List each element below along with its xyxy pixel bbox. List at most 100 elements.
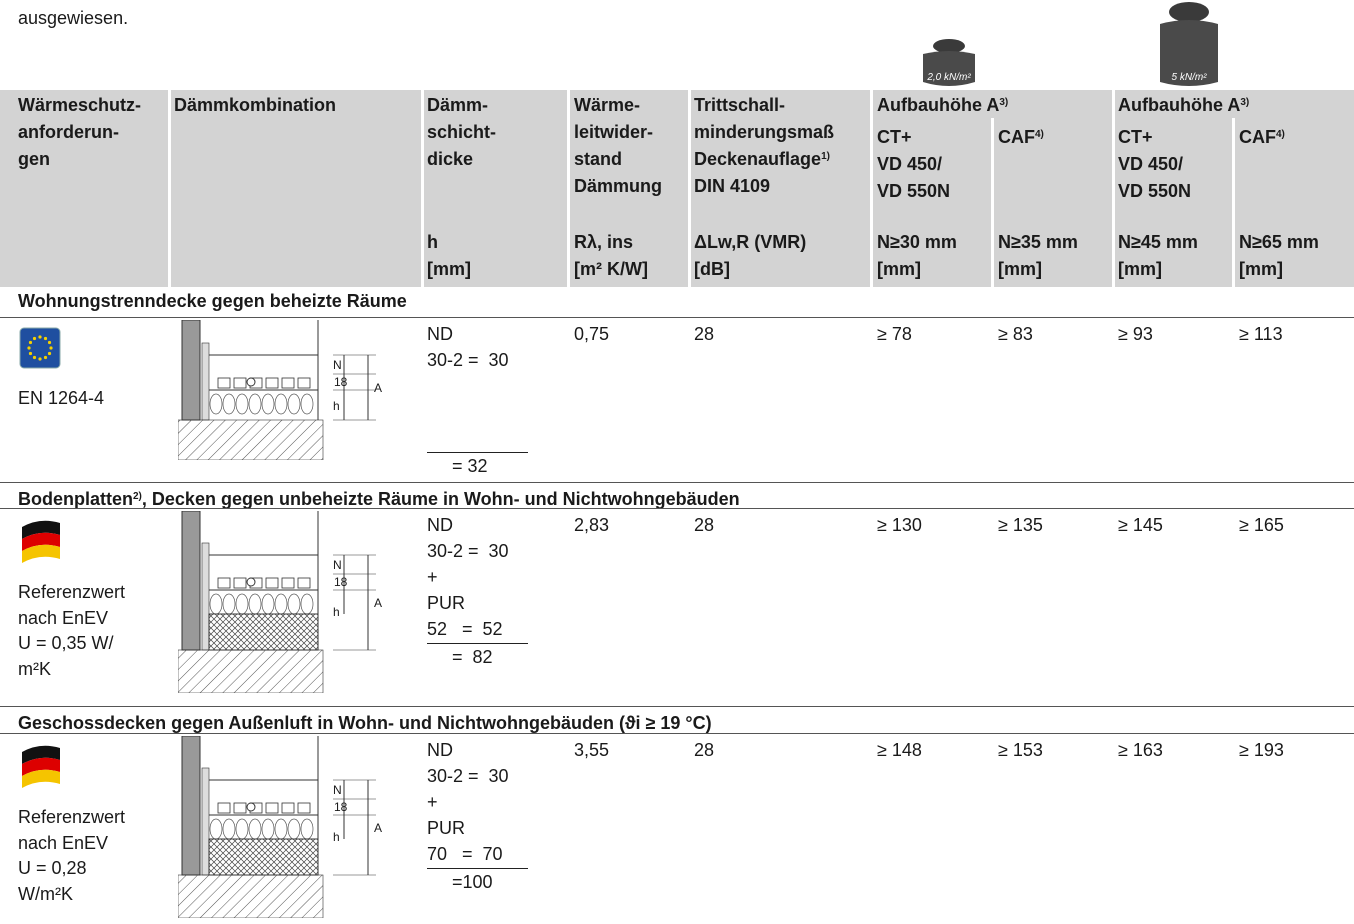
composition-line: 30-2 = 30	[427, 350, 509, 370]
diagram-label: h	[333, 605, 340, 619]
pipe-clip	[297, 377, 311, 389]
composition-total: = 32	[452, 456, 488, 476]
flag	[22, 745, 60, 788]
rule	[0, 706, 1354, 707]
flag-star	[32, 336, 37, 341]
build-height: ≥ 153	[998, 740, 1043, 760]
header-separator	[991, 118, 994, 287]
header-title: gen	[18, 149, 51, 169]
composition-line: ND	[427, 324, 453, 344]
header-title: schicht-	[427, 122, 497, 142]
header-title: Dämmung	[574, 176, 663, 196]
diagram-label: 18	[334, 575, 348, 589]
ins-cell	[235, 818, 249, 840]
row-label: m²K	[18, 658, 51, 679]
header-title: Dämm-	[427, 95, 489, 115]
flag-red	[22, 757, 60, 776]
pipe-clip	[297, 577, 311, 589]
diagram-label: N	[333, 783, 342, 797]
composition-line: 52 = 52	[427, 619, 503, 639]
ins-cell	[222, 593, 236, 615]
build-height: ≥ 78	[877, 324, 912, 344]
header-title: minderungsmaß	[694, 122, 835, 142]
header-separator	[688, 90, 691, 287]
header-title: CT+	[877, 127, 912, 147]
header-title: DIN 4109	[694, 176, 771, 196]
composition-line: 70 = 70	[427, 844, 503, 864]
section-title: Geschossdecken gegen Außenluft in Wohn- …	[18, 713, 712, 733]
row-label: nach EnEV	[18, 607, 109, 628]
weight-body	[923, 51, 975, 86]
build-height: ≥ 145	[1118, 515, 1163, 535]
header-unit: [dB]	[694, 259, 730, 279]
header-unit: [mm]	[998, 259, 1042, 279]
header-title: anforderun-	[18, 122, 119, 142]
ins-cell	[287, 818, 301, 840]
floor-diagram	[178, 736, 376, 918]
pipe-clip	[265, 802, 279, 814]
diagram-label: 18	[334, 800, 348, 814]
header-title: VD 450/	[1118, 154, 1184, 174]
weight-icon: 2,0 kN/m²	[923, 39, 975, 86]
pipe-clip	[281, 577, 295, 589]
weight-label: 5 kN/m²	[1172, 72, 1208, 83]
build-height: ≥ 148	[877, 740, 922, 760]
pipe-clip	[265, 577, 279, 589]
flag	[22, 520, 60, 563]
header-unit: h	[427, 232, 438, 252]
diagram-label: A	[374, 595, 383, 610]
flag-star	[32, 355, 37, 360]
section-title-text: Bodenplatten	[18, 489, 133, 509]
header-unit: [mm]	[1118, 259, 1162, 279]
section-title-rest: , Decken gegen unbeheizte Räume in Wohn-…	[141, 489, 740, 509]
diagram-label: 18	[334, 375, 348, 389]
flag-star	[43, 355, 48, 360]
composition-line: 30-2 = 30	[427, 766, 509, 786]
ins-cell	[235, 393, 249, 415]
row-label: U = 0,35 W/	[18, 633, 114, 653]
pur-layer	[208, 613, 319, 651]
superscript: 4)	[1276, 129, 1285, 140]
composition-line: PUR	[427, 818, 466, 838]
build-height: ≥ 130	[877, 515, 922, 535]
diagram-label: A	[374, 380, 383, 395]
composition-line: 30-2 = 30	[427, 541, 509, 561]
weight-knob	[933, 39, 965, 53]
ins-cell	[300, 593, 314, 615]
edge-strip	[201, 342, 210, 421]
superscript: 3)	[1240, 97, 1250, 108]
build-height: ≥ 163	[1118, 740, 1163, 760]
rule	[427, 868, 528, 869]
flag-black	[22, 745, 60, 764]
pipe-clip	[281, 802, 295, 814]
pipe	[246, 377, 256, 387]
header-unit: [m² K/W]	[574, 259, 648, 279]
composition-total: = 82	[452, 647, 493, 667]
header-unit: [mm]	[427, 259, 471, 279]
row-label: W/m²K	[18, 883, 73, 904]
header-title: leitwider-	[574, 122, 654, 142]
header-title: VD 450/	[877, 154, 943, 174]
floor-diagram	[178, 320, 376, 460]
pipe-clip	[233, 577, 247, 589]
flag-black	[22, 520, 60, 539]
diagram-label: N	[333, 558, 342, 572]
flag-star	[47, 340, 52, 345]
group-title-text: Aufbauhöhe A	[1118, 95, 1241, 115]
superscript: 4)	[1035, 129, 1044, 140]
ins-cell	[287, 593, 301, 615]
build-height: ≥ 193	[1239, 740, 1284, 760]
build-height: ≥ 93	[1118, 324, 1153, 344]
composition-line: PUR	[427, 593, 466, 613]
flag-star	[43, 336, 48, 341]
ins-cell	[287, 393, 301, 415]
wall	[181, 511, 201, 651]
row-label: Referenzwert	[18, 582, 126, 602]
header-title: Trittschall-	[694, 95, 786, 115]
section-title: Wohnungstrenndecke gegen beheizte Räume	[18, 291, 407, 311]
header-title: Wärmeschutz-	[18, 95, 142, 115]
weight-label: 2,0 kN/m²	[926, 72, 971, 83]
header-unit: N≥35 mm	[998, 232, 1078, 252]
base-slab	[178, 874, 324, 918]
